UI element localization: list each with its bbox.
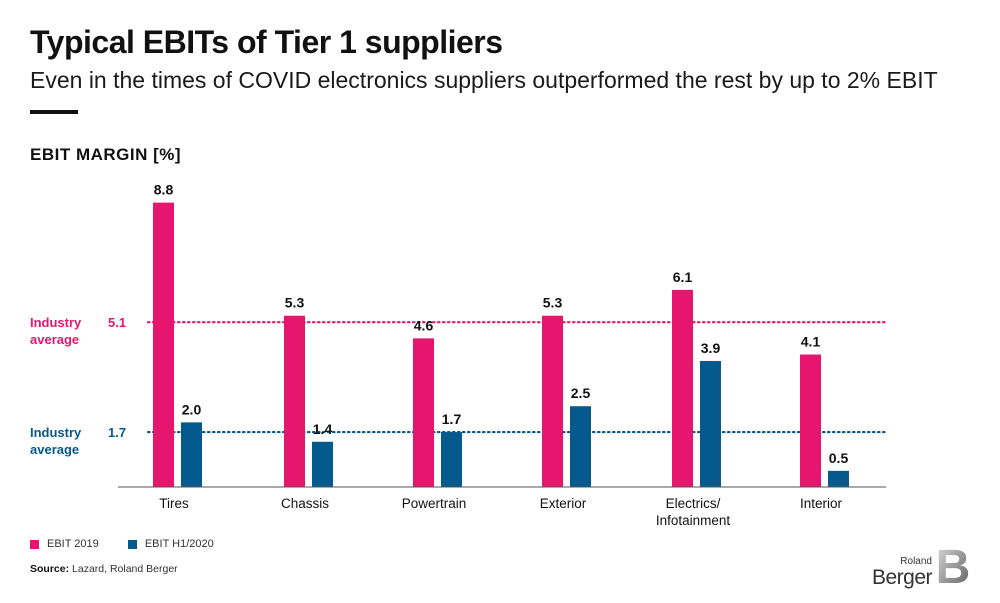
- logo-b-glyph: B: [936, 543, 970, 588]
- bar-h1-2020-5: [828, 470, 849, 487]
- x-tick-label-2: Powertrain: [402, 496, 467, 511]
- data-label-h1-2020-5: 0.5: [829, 450, 849, 466]
- x-tick-label-5: Interior: [800, 496, 843, 511]
- legend-swatch-2020: [127, 539, 137, 549]
- bar-2019-0: [153, 202, 174, 488]
- x-tick-label-0: Tires: [159, 496, 189, 511]
- source-note: Source: Lazard, Roland Berger: [30, 563, 178, 575]
- data-label-2019-2: 4.6: [414, 317, 434, 333]
- bar-2019-4: [672, 289, 693, 487]
- x-tick-label-3: Exterior: [540, 496, 587, 511]
- reference-line-label-1: Industry average: [30, 315, 82, 347]
- x-tick-label-line: Chassis: [281, 496, 329, 511]
- reference-line-label-line: average: [30, 442, 79, 457]
- source-label: Source:: [30, 563, 70, 575]
- legend-item-2019: EBIT 2019: [30, 538, 99, 550]
- reference-line-value-1: 5.1: [108, 315, 126, 330]
- data-label-h1-2020-3: 2.5: [571, 385, 591, 401]
- data-label-h1-2020-1: 1.4: [313, 421, 333, 437]
- bar-2019-3: [542, 315, 563, 487]
- bar-h1-2020-3: [570, 406, 591, 487]
- legend-item-2020: EBIT H1/2020: [127, 538, 214, 550]
- legend-swatch-2019: [30, 539, 39, 549]
- bar-2019-1: [284, 315, 305, 487]
- bar-2019-5: [800, 354, 821, 487]
- bar-h1-2020-0: [181, 422, 202, 487]
- x-tick-label-line: Infotainment: [656, 513, 731, 528]
- title-rule: [30, 110, 78, 114]
- roland-berger-logo: Roland Berger B: [872, 543, 970, 588]
- logo-b-mark-icon: B: [936, 543, 970, 588]
- reference-line-label-2: Industry average: [30, 425, 82, 457]
- x-tick-label-line: Powertrain: [402, 496, 467, 511]
- legend: EBIT 2019 EBIT H1/2020: [30, 538, 240, 552]
- data-label-h1-2020-2: 1.7: [442, 411, 462, 427]
- x-tick-label-4: Electrics/Infotainment: [656, 496, 731, 528]
- bar-2019-2: [413, 338, 434, 487]
- x-tick-label-line: Exterior: [540, 496, 587, 511]
- logo-small-text: Roland: [900, 556, 932, 567]
- bar-h1-2020-1: [312, 441, 333, 487]
- reference-line-label-line: Industry: [30, 315, 82, 330]
- x-tick-label-line: Electrics/: [666, 496, 721, 511]
- data-label-2019-0: 8.8: [154, 182, 174, 198]
- data-label-h1-2020-0: 2.0: [182, 401, 202, 417]
- chart-subtitle: Even in the times of COVID electronics s…: [30, 67, 938, 93]
- legend-label-2019: EBIT 2019: [47, 538, 99, 550]
- source-text: Lazard, Roland Berger: [69, 563, 178, 575]
- data-label-2019-3: 5.3: [543, 295, 563, 311]
- y-axis-label: EBIT MARGIN [%]: [30, 145, 182, 164]
- bar-h1-2020-2: [441, 432, 462, 487]
- chart-title: Typical EBITs of Tier 1 suppliers: [30, 24, 503, 60]
- data-label-2019-1: 5.3: [285, 295, 305, 311]
- x-tick-label-1: Chassis: [281, 496, 329, 511]
- x-tick-label-line: Tires: [159, 496, 189, 511]
- reference-line-label-line: average: [30, 332, 79, 347]
- data-label-2019-5: 4.1: [801, 334, 821, 350]
- logo-big-text: Berger: [871, 566, 933, 589]
- bar-h1-2020-4: [700, 360, 721, 487]
- reference-line-label-line: Industry: [30, 425, 82, 440]
- legend-label-2020: EBIT H1/2020: [144, 538, 214, 550]
- x-tick-label-line: Interior: [800, 496, 843, 511]
- data-label-2019-4: 6.1: [673, 269, 693, 285]
- reference-line-value-2: 1.7: [108, 425, 126, 440]
- data-label-h1-2020-4: 3.9: [701, 340, 721, 356]
